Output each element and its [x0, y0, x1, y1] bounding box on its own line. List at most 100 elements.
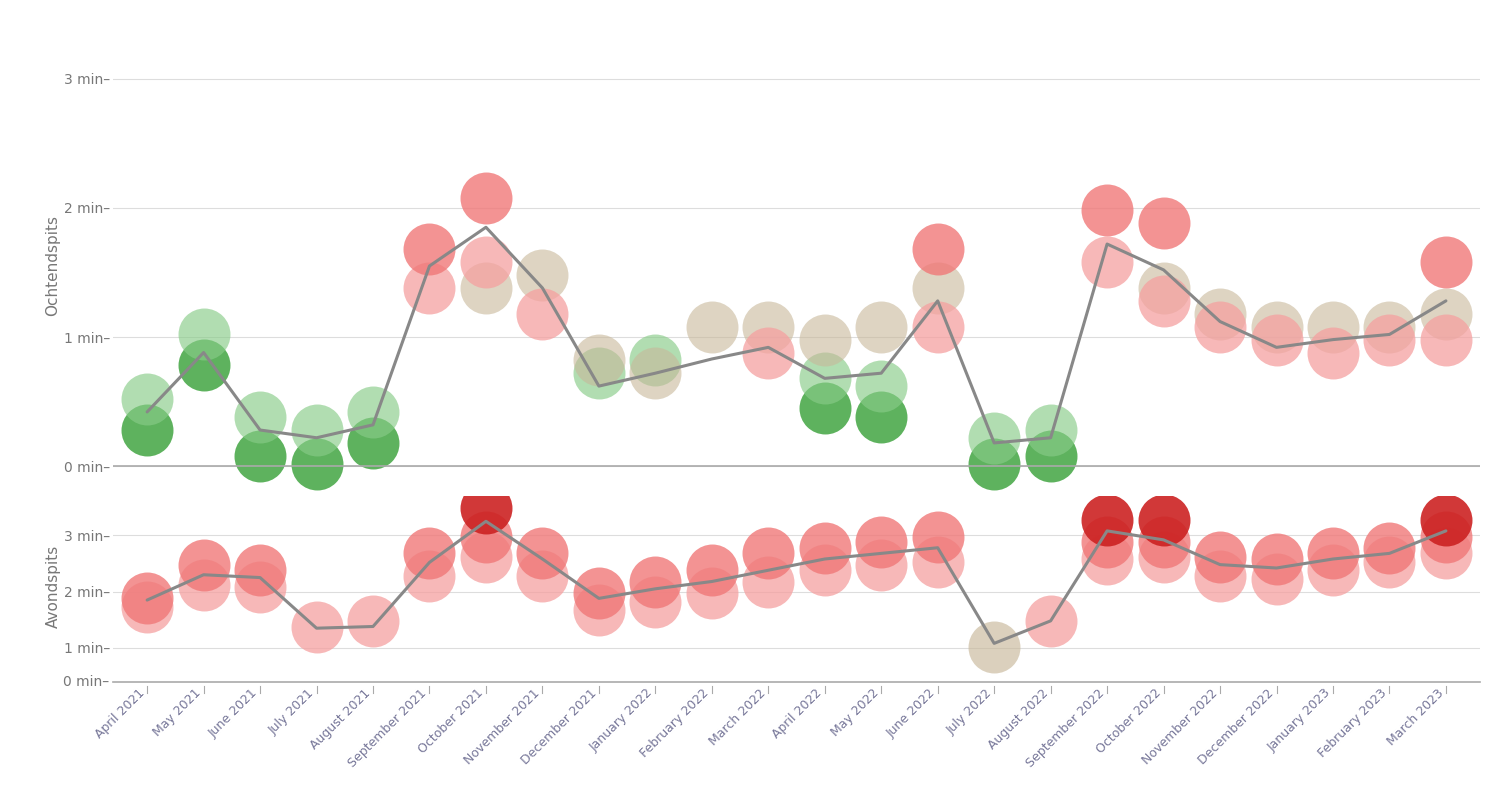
Point — [1321, 564, 1345, 577]
Text: March 2023: March 2023 — [1385, 686, 1447, 748]
Point — [1152, 217, 1176, 230]
Point — [643, 575, 667, 588]
Point — [587, 586, 612, 599]
Point — [1152, 514, 1176, 526]
Point — [926, 243, 950, 256]
Point — [248, 564, 272, 577]
Text: October 2021: October 2021 — [417, 686, 486, 756]
Point — [134, 393, 159, 406]
Point — [417, 282, 441, 294]
Point — [134, 601, 159, 614]
Text: February 2023: February 2023 — [1315, 686, 1389, 760]
Point — [699, 564, 723, 577]
Text: April 2022: April 2022 — [770, 686, 824, 741]
Point — [812, 542, 837, 554]
Text: February 2022: February 2022 — [639, 686, 711, 760]
Point — [587, 603, 612, 616]
Point — [1264, 553, 1288, 566]
Point — [1321, 320, 1345, 333]
Point — [1095, 536, 1119, 549]
Point — [926, 282, 950, 294]
Point — [870, 380, 894, 393]
Point — [1095, 514, 1119, 526]
Point — [1208, 550, 1232, 563]
Point — [1321, 346, 1345, 359]
Text: 0 min–: 0 min– — [62, 674, 109, 689]
Point — [1377, 320, 1401, 333]
Point — [643, 354, 667, 366]
Point — [417, 570, 441, 582]
Point — [1039, 450, 1063, 462]
Point — [757, 320, 781, 333]
Text: September 2022: September 2022 — [1024, 686, 1107, 770]
Text: October 2022: October 2022 — [1093, 686, 1164, 756]
Point — [361, 614, 385, 627]
Text: May 2021: May 2021 — [151, 686, 204, 739]
Point — [1434, 530, 1459, 543]
Point — [1208, 570, 1232, 582]
Point — [757, 575, 781, 588]
Point — [1434, 256, 1459, 269]
Point — [982, 640, 1006, 653]
Text: May 2022: May 2022 — [829, 686, 882, 739]
Point — [530, 269, 554, 282]
Point — [192, 359, 216, 372]
Text: December 2021: December 2021 — [518, 686, 599, 766]
Point — [1152, 536, 1176, 549]
Point — [643, 595, 667, 608]
Point — [1152, 550, 1176, 563]
Point — [1264, 320, 1288, 333]
Point — [699, 586, 723, 599]
Point — [305, 620, 329, 633]
Text: January 2022: January 2022 — [587, 686, 655, 754]
Point — [417, 243, 441, 256]
Point — [1208, 320, 1232, 333]
Point — [757, 346, 781, 359]
Point — [812, 334, 837, 346]
Text: July 2021: July 2021 — [266, 686, 317, 737]
Point — [699, 320, 723, 333]
Point — [982, 431, 1006, 444]
Point — [134, 592, 159, 605]
Point — [192, 328, 216, 341]
Point — [870, 536, 894, 549]
Point — [1434, 334, 1459, 346]
Text: July 2022: July 2022 — [944, 686, 994, 737]
Point — [248, 581, 272, 594]
Text: August 2021: August 2021 — [308, 686, 373, 751]
Text: August 2022: August 2022 — [986, 686, 1051, 751]
Point — [305, 457, 329, 470]
Point — [192, 558, 216, 571]
Point — [1152, 294, 1176, 307]
Y-axis label: Ochtendspits: Ochtendspits — [45, 215, 60, 317]
Point — [643, 366, 667, 379]
Point — [870, 320, 894, 333]
Text: April 2021: April 2021 — [92, 686, 146, 741]
Point — [1434, 547, 1459, 560]
Point — [982, 457, 1006, 470]
Point — [587, 366, 612, 379]
Point — [1039, 424, 1063, 437]
Point — [248, 410, 272, 423]
Text: March 2022: March 2022 — [707, 686, 769, 748]
Point — [1377, 542, 1401, 554]
Point — [757, 547, 781, 560]
Point — [248, 450, 272, 462]
Point — [530, 547, 554, 560]
Point — [1321, 547, 1345, 560]
Text: December 2022: December 2022 — [1196, 686, 1276, 766]
Point — [134, 424, 159, 437]
Point — [1208, 307, 1232, 320]
Text: November 2021: November 2021 — [462, 686, 542, 766]
Point — [530, 570, 554, 582]
Point — [1377, 556, 1401, 569]
Point — [192, 578, 216, 591]
Y-axis label: Avondspits: Avondspits — [45, 544, 60, 628]
Text: September 2021: September 2021 — [346, 686, 429, 770]
Point — [474, 530, 498, 543]
Point — [870, 558, 894, 571]
Point — [474, 550, 498, 563]
Point — [1095, 204, 1119, 217]
Text: January 2023: January 2023 — [1265, 686, 1333, 754]
Point — [926, 320, 950, 333]
